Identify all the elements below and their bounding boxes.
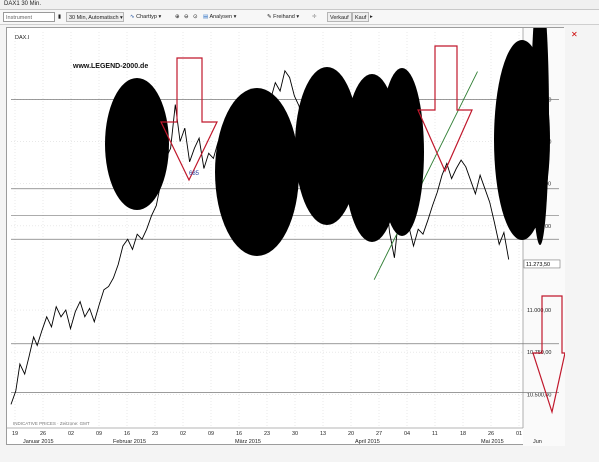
interval-label: 30 Min, Automatisch	[69, 15, 119, 21]
last-price-box	[523, 259, 561, 269]
y-tick-label: 11.000,00	[527, 308, 551, 314]
x-tick-label: 09	[96, 431, 102, 437]
charttype-label: Charttyp	[136, 14, 157, 20]
y-tick-label: 10.500,00	[527, 392, 551, 398]
annotation-ellipse	[105, 78, 169, 210]
analysis-icon: ▤	[203, 14, 209, 20]
down-arrow-3	[532, 295, 566, 415]
x-tick-label: 27	[376, 431, 382, 437]
x-tick-label: 16	[236, 431, 242, 437]
x-tick-label: 13	[320, 431, 326, 437]
x-tick-label: 11	[432, 431, 438, 437]
x-month-label: Mai 2015	[481, 439, 504, 445]
annotation-ellipse	[380, 68, 424, 236]
down-arrow-1	[160, 57, 218, 182]
x-month-label: Jun	[533, 439, 542, 445]
x-tick-label: 23	[264, 431, 270, 437]
x-tick-label: 26	[488, 431, 494, 437]
zoom-out-icon[interactable]: ⊖	[184, 14, 189, 20]
annotation-ellipse	[295, 67, 359, 225]
x-tick-label: 16	[124, 431, 130, 437]
trendline	[373, 71, 478, 280]
x-tick-label: 04	[404, 431, 410, 437]
x-tick-label: 19	[12, 431, 18, 437]
x-tick-label: 01	[516, 431, 522, 437]
x-tick-label: 02	[180, 431, 186, 437]
freihand-label: Freihand	[273, 14, 295, 20]
zoom-fit-icon[interactable]: ⊙	[193, 14, 198, 20]
annotation-ellipse	[531, 0, 549, 245]
down-arrow-2	[417, 45, 473, 173]
analysen-label: Analysen	[209, 14, 233, 20]
close-chart-icon[interactable]: ✕	[571, 30, 578, 39]
charttype-menu[interactable]: ∿ Charttyp ▾	[130, 14, 162, 20]
level-note: 685	[189, 171, 200, 177]
line-chart-icon: ∿	[130, 14, 135, 20]
title-bar: DAX1 30 Min.	[0, 0, 599, 10]
x-month-label: Januar 2015	[23, 439, 54, 445]
x-month-label: Februar 2015	[113, 439, 146, 445]
kauf-button[interactable]: Kauf	[352, 12, 370, 22]
x-month-label: April 2015	[355, 439, 380, 445]
x-tick-label: 23	[152, 431, 158, 437]
toolbar: Instrument ▮ 30 Min, Automatisch ▾ ∿ Cha…	[0, 10, 599, 25]
chart-area[interactable]: 12.250,0012.000,0011.750,0011.500,0011.0…	[6, 0, 566, 446]
x-tick-label: 09	[208, 431, 214, 437]
verkauf-button[interactable]: Verkauf	[327, 12, 352, 22]
x-tick-label: 30	[292, 431, 298, 437]
x-tick-label: 18	[460, 431, 466, 437]
crosshair-icon[interactable]: ✛	[312, 14, 317, 20]
extra-icon[interactable]: ▸	[370, 14, 373, 20]
pencil-icon: ✎	[267, 14, 272, 20]
symbol-label: DAX.I	[15, 35, 30, 41]
window-title: DAX1 30 Min.	[4, 1, 42, 7]
annotation-ellipse	[215, 88, 299, 256]
analysen-menu[interactable]: ▤ Analysen ▾	[203, 14, 237, 20]
freihand-menu[interactable]: ✎ Freihand ▾	[267, 14, 300, 20]
instrument-input[interactable]: Instrument	[3, 12, 55, 22]
x-tick-label: 02	[68, 431, 74, 437]
zoom-in-icon[interactable]: ⊕	[175, 14, 180, 20]
last-price-label: 11.273,50	[526, 262, 550, 268]
footer-note: INDICATIVE PRICES · Zeitzone: GMT	[13, 421, 90, 426]
chart-settings-icon[interactable]: ▮	[58, 14, 62, 20]
watermark-text: www.LEGEND-2000.de	[72, 63, 148, 70]
interval-select[interactable]: 30 Min, Automatisch ▾	[66, 12, 124, 22]
x-tick-label: 26	[40, 431, 46, 437]
price-chart[interactable]: 12.250,0012.000,0011.750,0011.500,0011.0…	[7, 0, 566, 446]
x-tick-label: 20	[348, 431, 354, 437]
x-month-label: März 2015	[235, 439, 261, 445]
